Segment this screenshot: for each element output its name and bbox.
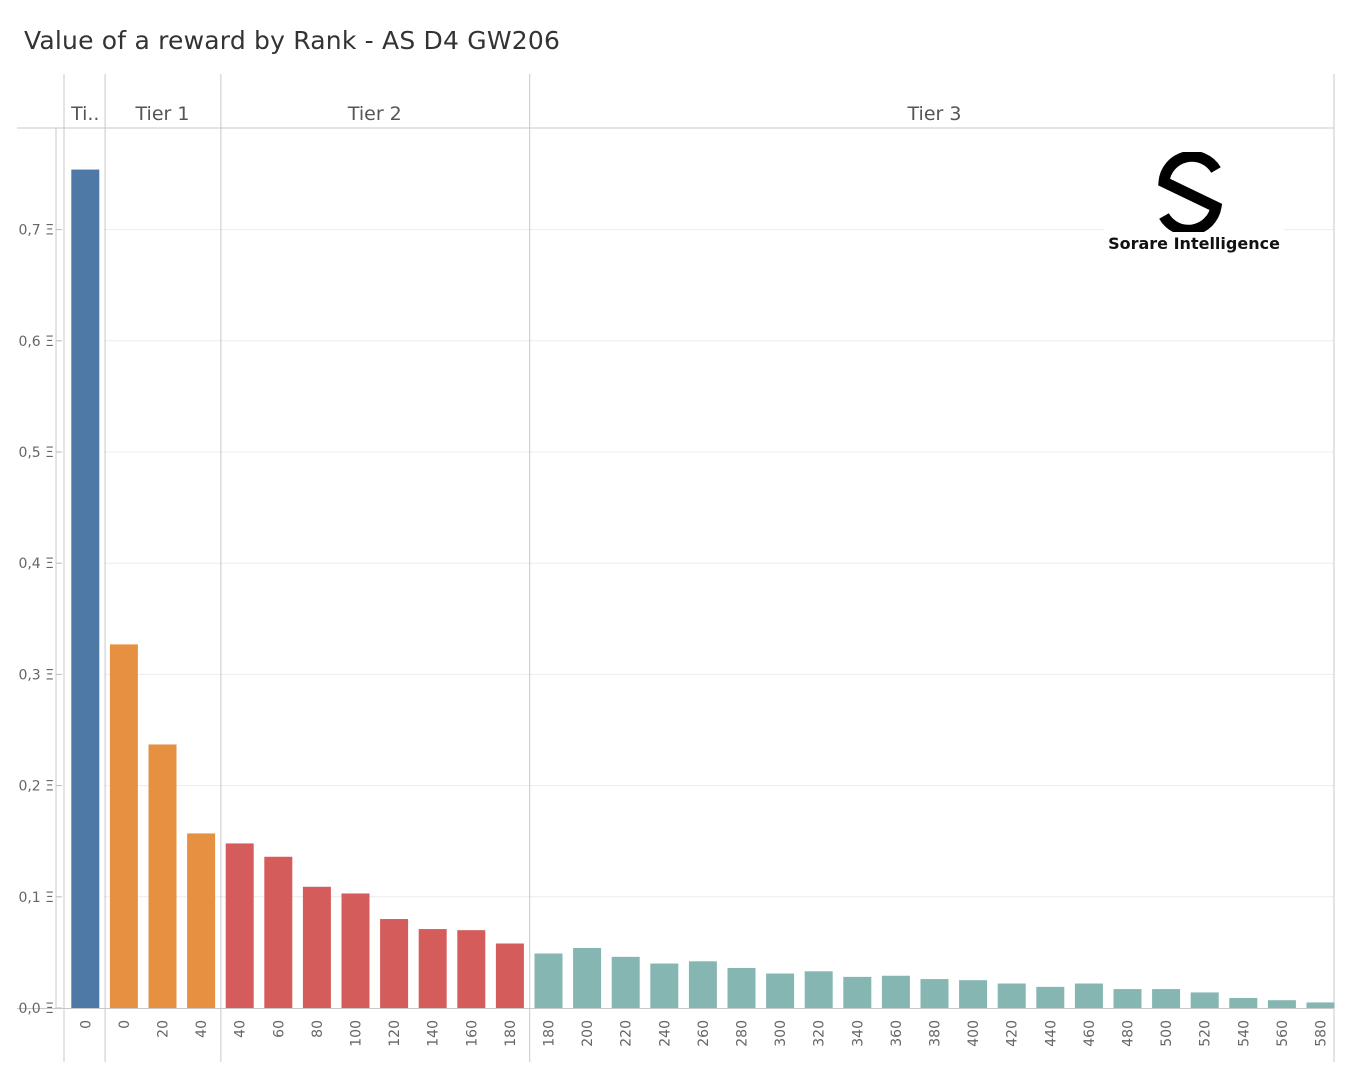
chart-frame [17, 74, 1335, 1062]
x-tick-label: 60 [271, 1020, 287, 1038]
bar [1229, 997, 1258, 1008]
bar [997, 983, 1026, 1008]
x-tick-label: 340 [850, 1020, 866, 1047]
y-tick-label: 0,4 Ξ [18, 556, 54, 572]
bar [1152, 989, 1181, 1008]
bar [534, 953, 563, 1008]
x-tick-label: 280 [735, 1020, 751, 1047]
y-tick-label: 0,5 Ξ [18, 445, 54, 461]
bar [611, 956, 640, 1008]
bar [187, 833, 216, 1008]
x-tick-label: 100 [349, 1020, 365, 1047]
x-tick-label: 200 [580, 1020, 596, 1047]
x-tick-label: 380 [928, 1020, 944, 1047]
bar [341, 893, 370, 1008]
x-tick-label: 360 [889, 1020, 905, 1047]
x-tick-label: 420 [1005, 1020, 1021, 1047]
bar [1267, 1000, 1296, 1008]
bar [1190, 992, 1219, 1008]
x-tick-label: 560 [1275, 1020, 1291, 1047]
x-tick-label: 580 [1314, 1020, 1330, 1047]
bar [804, 971, 833, 1008]
tier-header-label: Ti.. [70, 103, 99, 125]
x-tick-label: 0 [78, 1020, 94, 1029]
y-tick-label: 0,2 Ξ [18, 779, 54, 795]
bar [650, 963, 679, 1008]
bar [843, 976, 872, 1008]
x-tick-label: 220 [619, 1020, 635, 1047]
bar [766, 973, 795, 1008]
x-tick-label: 480 [1121, 1020, 1137, 1047]
y-tick-label: 0,1 Ξ [18, 890, 54, 906]
x-tick-label: 440 [1043, 1020, 1059, 1047]
bar [380, 919, 409, 1008]
logo-text: Sorare Intelligence [1108, 234, 1280, 253]
x-tick-label: 140 [426, 1020, 442, 1047]
bar [71, 169, 100, 1008]
bar [1036, 986, 1065, 1008]
x-tick-label: 80 [310, 1020, 326, 1038]
x-tick-label: 40 [233, 1020, 249, 1038]
tier-header-label: Tier 3 [907, 103, 962, 125]
bar [457, 930, 486, 1008]
bar [264, 856, 293, 1008]
bar [1074, 983, 1103, 1008]
x-tick-label: 260 [696, 1020, 712, 1047]
labels: 0,0 Ξ 0,1 Ξ 0,2 Ξ 0,3 Ξ 0,4 Ξ 0,5 Ξ 0,6 Ξ 0,7 Ξ… [18, 103, 1329, 1047]
x-tick-label: 180 [503, 1020, 519, 1047]
x-tick-label: 0 [117, 1020, 133, 1029]
bar [148, 744, 177, 1008]
bar [1113, 989, 1142, 1008]
x-tick-label: 400 [966, 1020, 982, 1047]
y-tick-label: 0,7 Ξ [18, 223, 54, 239]
x-tick-label: 500 [1159, 1020, 1175, 1047]
x-tick-label: 40 [194, 1020, 210, 1038]
bar [109, 644, 138, 1008]
x-tick-label: 460 [1082, 1020, 1098, 1047]
bar [881, 975, 910, 1008]
sorare-intelligence-logo: Sorare Intelligence [1104, 150, 1284, 260]
bars [71, 169, 1335, 1008]
tier-header-label: Tier 2 [347, 103, 402, 125]
x-tick-label: 160 [464, 1020, 480, 1047]
bar [418, 929, 447, 1008]
x-tick-label: 20 [156, 1020, 172, 1038]
bar [495, 943, 524, 1008]
bar [1306, 1002, 1335, 1008]
chart-title: Value of a reward by Rank - AS D4 GW206 [24, 26, 561, 55]
x-tick-label: 520 [1198, 1020, 1214, 1047]
gridlines [104, 229, 1334, 898]
tier-header-label: Tier 1 [135, 103, 190, 125]
bar [225, 843, 254, 1008]
x-tick-label: 300 [773, 1020, 789, 1047]
x-tick-label: 540 [1236, 1020, 1252, 1047]
bar [920, 979, 949, 1008]
bar [959, 980, 988, 1008]
x-tick-label: 320 [812, 1020, 828, 1047]
y-tick-label: 0,3 Ξ [18, 667, 54, 683]
bar [573, 947, 602, 1008]
s-logo-icon [1158, 152, 1223, 232]
y-tick-label: 0,0 Ξ [18, 1001, 54, 1017]
bar [727, 967, 756, 1008]
bar [688, 961, 717, 1008]
x-tick-label: 120 [387, 1020, 403, 1047]
x-tick-label: 240 [657, 1020, 673, 1047]
bar [302, 886, 331, 1008]
y-tick-label: 0,6 Ξ [18, 334, 54, 350]
x-tick-label: 180 [542, 1020, 558, 1047]
